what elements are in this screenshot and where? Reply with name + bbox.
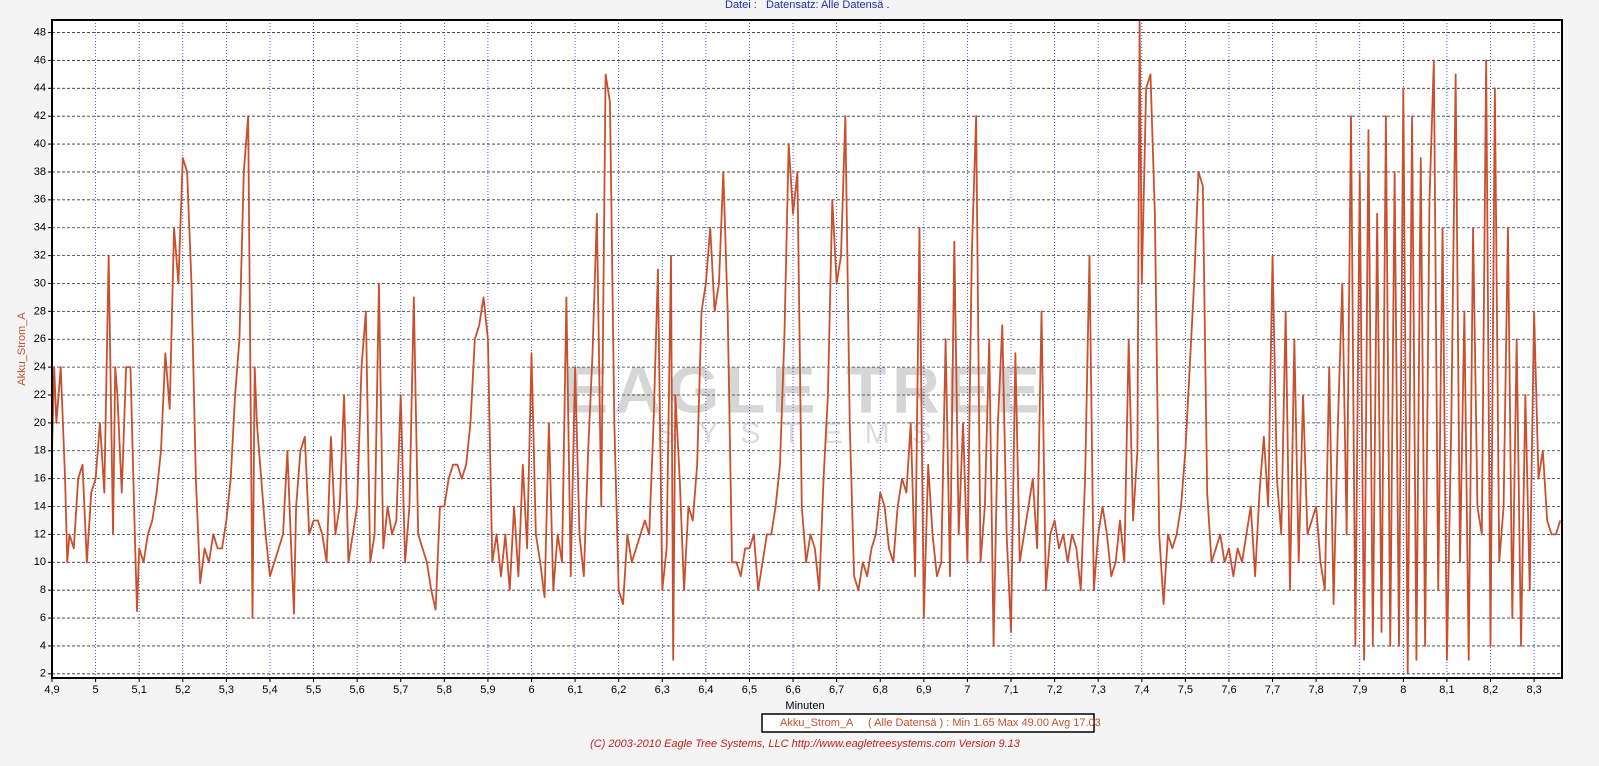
y-tick-label: 44	[34, 82, 46, 94]
footer: (C) 2003-2010 Eagle Tree Systems, LLC ht…	[590, 738, 1021, 750]
x-tick-label: 6	[528, 684, 534, 696]
x-tick-label: 5,4	[262, 684, 277, 696]
data-line	[52, 20, 1562, 675]
x-tick-label: 7	[964, 684, 970, 696]
x-tick-label: 6,4	[698, 684, 713, 696]
y-tick-label: 18	[34, 445, 46, 457]
x-tick-label: 7,3	[1091, 684, 1106, 696]
x-tick-label: 6,8	[873, 684, 888, 696]
y-tick-label: 4	[40, 640, 46, 652]
y-tick-label: 38	[34, 166, 46, 178]
legend-stats: ( Alle Datensä ) : Min 1.65 Max 49.00 Av…	[868, 717, 1101, 729]
x-tick-label: 8,2	[1483, 684, 1498, 696]
x-tick-label: 7,5	[1178, 684, 1193, 696]
x-tick-label: 5,7	[393, 684, 408, 696]
y-tick-label: 32	[34, 250, 46, 262]
x-tick-label: 6,1	[567, 684, 582, 696]
y-tick-label: 40	[34, 138, 46, 150]
y-tick-label: 48	[34, 26, 46, 38]
x-tick-label: 8,1	[1439, 684, 1454, 696]
plot-area	[52, 20, 1562, 678]
x-axis-label: Minuten	[785, 700, 824, 712]
x-tick-label: 6,6	[785, 684, 800, 696]
x-tick-label: 5,5	[306, 684, 321, 696]
legend-box	[761, 713, 1095, 733]
watermark: EAGLE TREE SYSTEMS	[564, 352, 1046, 450]
x-tick-label: 7,4	[1134, 684, 1149, 696]
y-tick-label: 6	[40, 612, 46, 624]
header-dataset: Datensatz: Alle Datensä .	[766, 0, 890, 11]
y-tick-label: 24	[34, 361, 46, 373]
y-tick-label: 10	[34, 556, 46, 568]
x-tick-label: 7,8	[1308, 684, 1323, 696]
y-tick-label: 46	[34, 54, 46, 66]
header-file: Datei :	[725, 0, 757, 11]
x-tick-label: 7,2	[1047, 684, 1062, 696]
x-tick-label: 8	[1400, 684, 1406, 696]
x-tick-label: 7,1	[1003, 684, 1018, 696]
x-tick-label: 5,8	[437, 684, 452, 696]
y-tick-label: 34	[34, 222, 46, 234]
y-tick-label: 28	[34, 305, 46, 317]
y-tick-label: 26	[34, 333, 46, 345]
x-tick-label: 5,1	[132, 684, 147, 696]
x-tick-label: 7,9	[1352, 684, 1367, 696]
x-tick-label: 6,3	[655, 684, 670, 696]
y-tick-label: 42	[34, 110, 46, 122]
x-tick-label: 5,9	[480, 684, 495, 696]
x-tick-label: 8,3	[1526, 684, 1541, 696]
y-tick-label: 8	[40, 584, 46, 596]
x-tick-label: 7,7	[1265, 684, 1280, 696]
y-tick-label: 36	[34, 194, 46, 206]
x-tick-label: 5	[93, 684, 99, 696]
legend-name: Akku_Strom_A	[780, 717, 854, 729]
y-tick-label: 30	[34, 277, 46, 289]
x-tick-label: 6,7	[829, 684, 844, 696]
y-tick-label: 22	[34, 389, 46, 401]
watermark-subtitle: SYSTEMS	[656, 417, 953, 450]
y-axis-label: Akku_Strom_A	[16, 312, 28, 386]
y-tick-label: 12	[34, 528, 46, 540]
x-tick-label: 6,9	[916, 684, 931, 696]
x-tick-label: 5,2	[175, 684, 190, 696]
x-tick-label: 6,2	[611, 684, 626, 696]
x-tick-label: 5,6	[349, 684, 364, 696]
x-tick-label: 5,3	[219, 684, 234, 696]
y-tick-label: 16	[34, 473, 46, 485]
y-tick-label: 20	[34, 417, 46, 429]
x-tick-label: 7,6	[1221, 684, 1236, 696]
x-tick-label: 6,5	[742, 684, 757, 696]
y-tick-label: 14	[34, 500, 46, 512]
watermark-title: EAGLE TREE	[564, 352, 1046, 426]
x-tick-label: 4,9	[44, 684, 59, 696]
plot-border	[51, 19, 1563, 679]
y-tick-label: 2	[40, 668, 46, 680]
